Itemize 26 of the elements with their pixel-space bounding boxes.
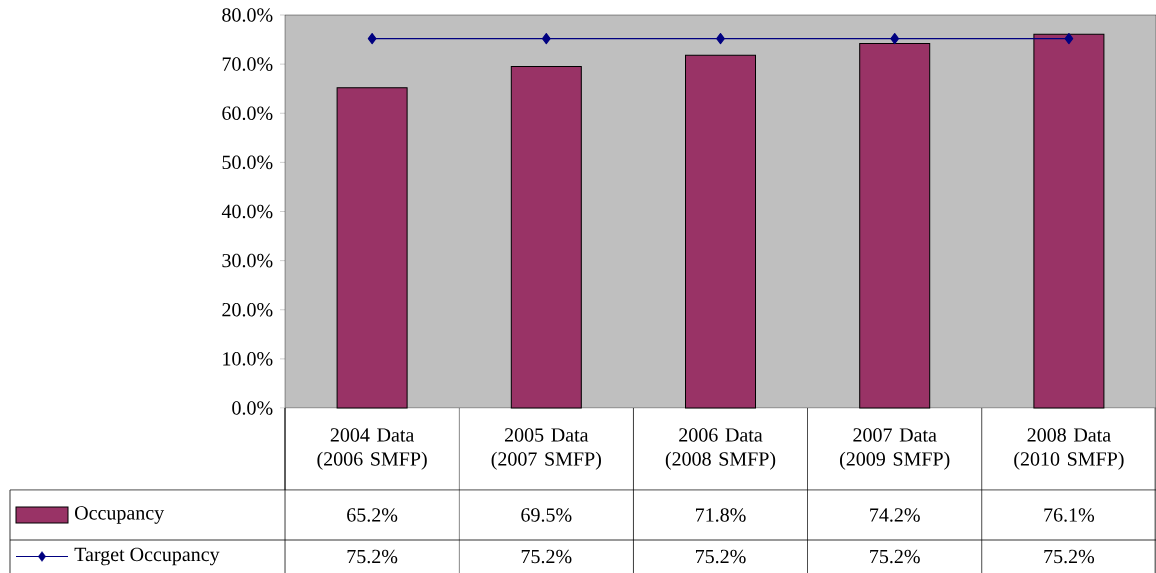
data-label: 71.8% [696,508,746,522]
legend-label: Target Occupancy [74,547,220,566]
x-tick-label: 2006 Data (2008 SMFP) [665,428,776,470]
y-tick-label: 50.0% [222,155,273,170]
y-tick-label: 80.0% [222,8,273,22]
x-tick-label: 2004 Data (2006 SMFP) [317,428,427,470]
x-tick-label: 2007 Data (2009 SMFP) [840,428,950,470]
data-label: 75.2% [870,549,920,564]
data-label: 76.1% [1044,508,1095,522]
y-tick-label: 20.0% [222,302,273,317]
data-label: 69.5% [521,508,572,522]
x-tick-label: 2008 Data (2010 SMFP) [1014,428,1124,470]
y-tick-label: 10.0% [223,352,273,366]
data-label: 65.2% [347,508,398,522]
data-label: 75.2% [521,549,572,564]
data-label: 75.2% [1044,549,1095,564]
x-tick-label: 2005 Data (2007 SMFP) [491,428,601,470]
y-tick-label: 0.0% [232,401,273,415]
data-label: 74.2% [870,508,920,522]
y-tick-label: 30.0% [222,253,273,268]
data-label: 75.2% [696,549,746,564]
y-tick-label: 40.0% [221,204,273,219]
legend-label: Occupancy [75,506,165,524]
y-tick-label: 60.0% [222,106,273,121]
y-tick-label: 70.0% [222,57,273,71]
data-label: 75.2% [347,549,398,564]
